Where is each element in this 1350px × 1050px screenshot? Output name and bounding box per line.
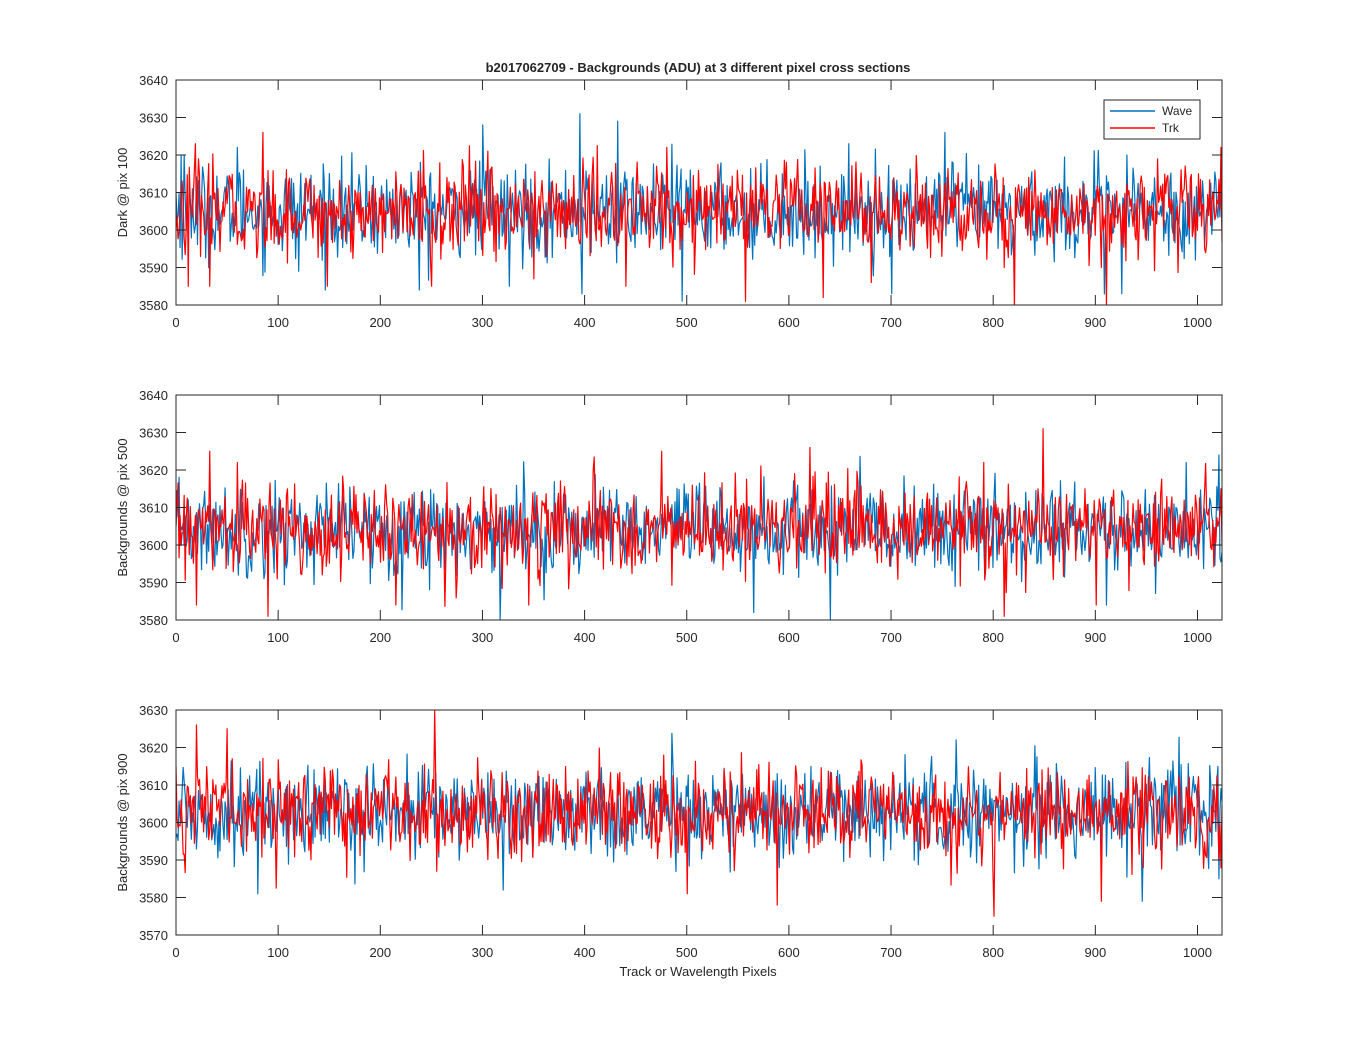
x-tick-label: 1000	[1183, 630, 1212, 645]
x-tick-label: 200	[369, 945, 391, 960]
x-tick-label: 900	[1084, 945, 1106, 960]
legend: Wave Trk	[1103, 99, 1201, 140]
x-tick-label: 700	[880, 945, 902, 960]
axis-ticks: 0 100 200 300 400 500 600 700 800 900 1000 3580 3590…	[139, 388, 1222, 645]
y-tick-label: 3620	[139, 463, 168, 478]
x-tick-label: 1000	[1183, 315, 1212, 330]
x-tick-label: 100	[267, 630, 289, 645]
y-tick-label: 3610	[139, 501, 168, 516]
y-tick-label: 3610	[139, 778, 168, 793]
y-tick-label: 3590	[139, 261, 168, 276]
x-tick-label: 500	[676, 945, 698, 960]
series-line-trk	[176, 131, 1222, 305]
x-tick-label: 900	[1084, 630, 1106, 645]
x-tick-label: 800	[982, 630, 1004, 645]
x-tick-label: 0	[172, 630, 179, 645]
y-tick-label: 3580	[139, 613, 168, 628]
panel-backgrounds-pix-500: 0 100 200 300 400 500 600 700 800 900 1000 3580 3590…	[115, 388, 1223, 645]
x-tick-label: 800	[982, 945, 1004, 960]
x-tick-label: 500	[676, 630, 698, 645]
plot-area	[176, 710, 1222, 917]
y-tick-label: 3630	[139, 703, 168, 718]
y-tick-label: 3580	[139, 298, 168, 313]
y-tick-label: 3630	[139, 426, 168, 441]
x-tick-label: 700	[880, 315, 902, 330]
x-tick-label: 900	[1084, 315, 1106, 330]
axis-ticks: 0 100 200 300 400 500 600 700 800 900 1000 3580 3590…	[139, 73, 1222, 330]
y-tick-label: 3600	[139, 816, 168, 831]
legend-label-wave: Wave	[1162, 104, 1193, 118]
y-tick-label: 3620	[139, 148, 168, 163]
series-line-trk	[176, 428, 1222, 617]
y-tick-label: 3600	[139, 538, 168, 553]
x-tick-label: 300	[472, 630, 494, 645]
panel-backgrounds-pix-900: 0 100 200 300 400 500 600 700 800 900 1000 3570 3580…	[115, 703, 1223, 960]
y-tick-label: 3590	[139, 853, 168, 868]
x-tick-label: 600	[778, 945, 800, 960]
y-axis-label: Backgrounds @ pix 500	[115, 438, 130, 576]
y-tick-label: 3620	[139, 741, 168, 756]
legend-box	[1103, 99, 1201, 140]
y-tick-label: 3570	[139, 928, 168, 943]
panel-dark-pix-100: 0 100 200 300 400 500 600 700 800 900 1000 3580 3590…	[115, 73, 1223, 330]
x-tick-label: 0	[172, 945, 179, 960]
x-tick-label: 500	[676, 315, 698, 330]
x-tick-label: 600	[778, 315, 800, 330]
x-tick-label: 200	[369, 630, 391, 645]
series-line-trk	[176, 710, 1222, 917]
x-tick-label: 200	[369, 315, 391, 330]
y-tick-label: 3630	[139, 111, 168, 126]
x-tick-label: 100	[267, 945, 289, 960]
y-tick-label: 3600	[139, 223, 168, 238]
x-tick-label: 300	[472, 315, 494, 330]
axis-ticks: 0 100 200 300 400 500 600 700 800 900 1000 3570 3580…	[139, 703, 1222, 960]
x-tick-label: 600	[778, 630, 800, 645]
x-tick-label: 400	[574, 945, 596, 960]
x-tick-label: 400	[574, 315, 596, 330]
y-axis-label: Backgrounds @ pix 900	[115, 753, 130, 891]
y-tick-label: 3590	[139, 576, 168, 591]
plot-area	[176, 113, 1222, 305]
x-axis-label: Track or Wavelength Pixels	[619, 964, 777, 979]
legend-label-trk: Trk	[1162, 121, 1180, 135]
x-tick-label: 700	[880, 630, 902, 645]
x-tick-label: 800	[982, 315, 1004, 330]
figure-title: b2017062709 - Backgrounds (ADU) at 3 dif…	[486, 60, 911, 75]
plot-area	[176, 428, 1222, 620]
y-axis-label: Dark @ pix 100	[115, 148, 130, 238]
y-tick-label: 3610	[139, 186, 168, 201]
y-tick-label: 3580	[139, 891, 168, 906]
x-tick-label: 1000	[1183, 945, 1212, 960]
x-tick-label: 300	[472, 945, 494, 960]
x-tick-label: 400	[574, 630, 596, 645]
y-tick-label: 3640	[139, 73, 168, 88]
x-tick-label: 100	[267, 315, 289, 330]
x-tick-label: 0	[172, 315, 179, 330]
series-line-wave	[176, 454, 1222, 620]
y-tick-label: 3640	[139, 388, 168, 403]
